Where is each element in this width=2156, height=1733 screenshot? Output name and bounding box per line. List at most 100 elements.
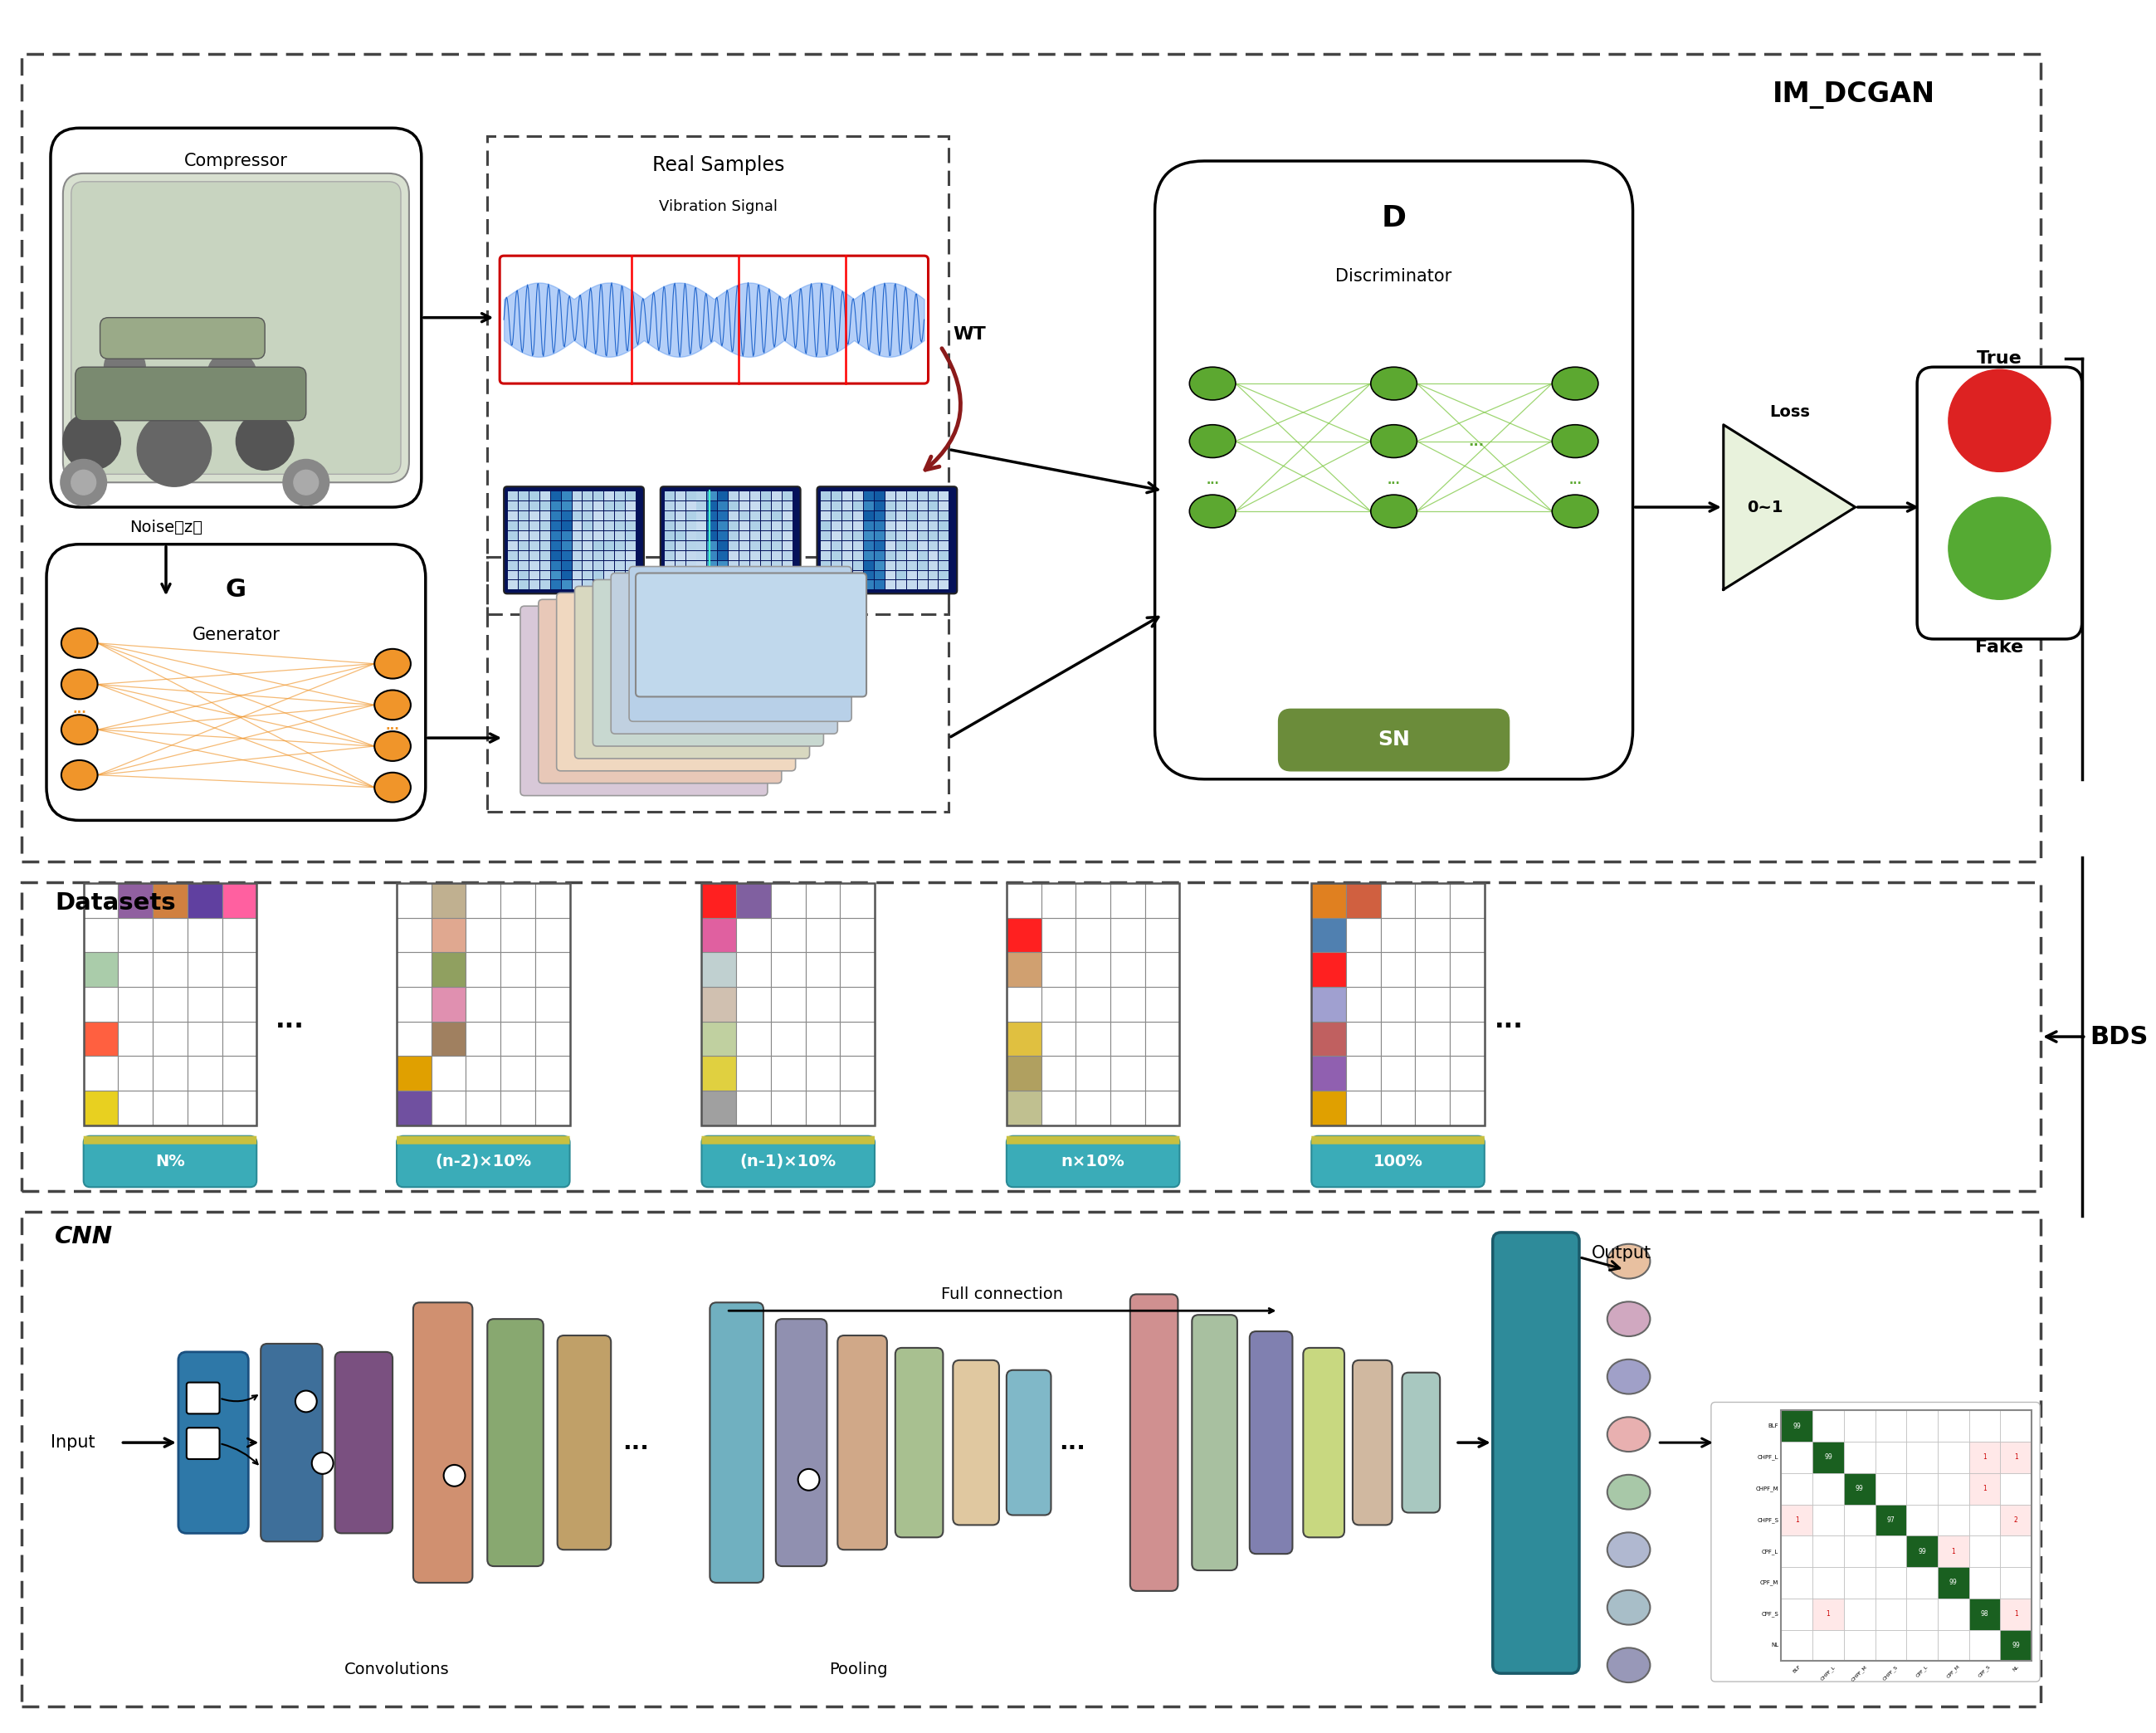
Bar (188, 917, 222, 951)
Bar (918, 541, 927, 549)
Bar (2001, 1473, 2031, 1504)
Bar (1843, 1504, 1876, 1535)
Bar (821, 530, 830, 541)
Bar (625, 581, 636, 589)
Bar (1380, 1090, 1414, 1125)
Bar (772, 951, 806, 986)
Text: BLF: BLF (1792, 1664, 1802, 1674)
Bar (821, 551, 830, 560)
Bar (535, 951, 569, 986)
Bar (119, 1021, 153, 1055)
Bar (821, 501, 830, 511)
Bar (1449, 917, 1485, 951)
Bar (604, 570, 614, 579)
FancyBboxPatch shape (556, 593, 796, 771)
Bar (750, 541, 761, 549)
Bar (1145, 1055, 1179, 1090)
Bar (614, 492, 625, 501)
Bar (761, 522, 772, 530)
Bar (918, 530, 927, 541)
Bar (535, 1055, 569, 1090)
Bar (735, 1090, 772, 1125)
Bar (550, 492, 561, 501)
Bar (466, 917, 500, 951)
Bar (897, 530, 906, 541)
Bar (509, 511, 517, 520)
FancyBboxPatch shape (179, 1352, 248, 1534)
Ellipse shape (1190, 367, 1235, 400)
Bar (84, 1021, 119, 1055)
Bar (841, 1055, 875, 1090)
Bar (509, 570, 517, 579)
Text: 1: 1 (1951, 1548, 1955, 1555)
Bar (509, 561, 517, 570)
Bar (772, 561, 780, 570)
Bar (843, 530, 852, 541)
Bar (865, 492, 873, 501)
Bar (1311, 917, 1345, 951)
Bar (550, 581, 561, 589)
Text: 1: 1 (1826, 1610, 1830, 1619)
Bar (696, 492, 707, 501)
Bar (593, 581, 604, 589)
Bar (1968, 1598, 2001, 1629)
Bar (561, 511, 571, 520)
FancyBboxPatch shape (50, 128, 420, 508)
Bar (686, 541, 696, 549)
Bar (153, 884, 188, 917)
Bar (571, 561, 582, 570)
Bar (550, 561, 561, 570)
Bar (1968, 1504, 2001, 1535)
Bar (222, 1090, 257, 1125)
Bar (821, 492, 830, 501)
FancyBboxPatch shape (1401, 1373, 1440, 1513)
FancyBboxPatch shape (1156, 161, 1632, 780)
Bar (675, 561, 686, 570)
Bar (520, 551, 528, 560)
Bar (1414, 986, 1449, 1021)
Bar (740, 570, 750, 579)
Bar (740, 581, 750, 589)
Bar (821, 570, 830, 579)
Bar (1938, 1535, 1968, 1567)
Bar (2001, 1629, 2031, 1660)
Bar (908, 530, 916, 541)
Bar (119, 1055, 153, 1090)
Bar (1876, 1442, 1906, 1473)
Circle shape (60, 459, 106, 506)
FancyBboxPatch shape (1712, 1402, 2040, 1681)
Text: Fake Samples: Fake Samples (655, 574, 780, 589)
Bar (686, 570, 696, 579)
Bar (500, 1055, 535, 1090)
Bar (865, 581, 873, 589)
Bar (841, 1021, 875, 1055)
Bar (1876, 1535, 1906, 1567)
Circle shape (1949, 497, 2050, 600)
Text: n×10%: n×10% (1061, 1154, 1125, 1170)
Bar (696, 581, 707, 589)
Bar (604, 541, 614, 549)
Ellipse shape (375, 648, 410, 679)
Bar (718, 501, 729, 511)
Bar (593, 551, 604, 560)
Bar (582, 530, 593, 541)
Bar (886, 522, 895, 530)
Bar (541, 530, 550, 541)
FancyBboxPatch shape (47, 544, 425, 820)
Text: Real Samples: Real Samples (651, 156, 785, 175)
Bar (520, 541, 528, 549)
Bar (865, 541, 873, 549)
Bar (865, 570, 873, 579)
Bar (675, 530, 686, 541)
Bar (718, 492, 729, 501)
Bar (718, 541, 729, 549)
Bar (1007, 986, 1041, 1021)
Bar (940, 511, 949, 520)
Bar (625, 522, 636, 530)
Bar (1813, 1629, 1843, 1660)
Bar (686, 581, 696, 589)
Bar (561, 501, 571, 511)
Text: CPF_S: CPF_S (1761, 1612, 1779, 1617)
Bar (886, 511, 895, 520)
Bar (929, 581, 938, 589)
